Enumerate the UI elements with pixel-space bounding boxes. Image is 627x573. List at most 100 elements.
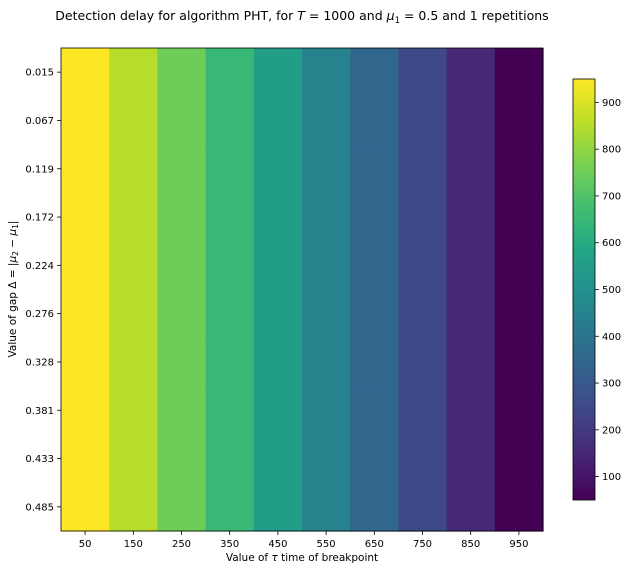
colorbar-tick-label: 800 <box>602 145 621 156</box>
y-tick-label: 0.067 <box>25 116 54 127</box>
heatmap-cell <box>302 386 351 435</box>
heatmap-cell <box>302 482 351 532</box>
colorbar-tick-label: 400 <box>602 332 621 343</box>
heatmap-cell <box>494 482 544 532</box>
heatmap-cell <box>350 386 399 435</box>
heatmap-cell <box>109 192 158 242</box>
heatmap-cell <box>398 144 448 194</box>
heatmap-cell <box>446 48 496 97</box>
heatmap-cell <box>446 434 496 484</box>
heatmap-cell <box>446 289 496 339</box>
y-tick-label: 0.015 <box>25 68 54 79</box>
heatmap-cell <box>446 482 496 532</box>
y-tick-label: 0.224 <box>25 261 54 272</box>
heatmap-cell <box>302 48 351 97</box>
x-axis-label: Value of τ time of breakpoint <box>226 552 378 564</box>
x-tick-label: 150 <box>124 539 143 550</box>
heatmap-cell <box>157 337 207 387</box>
heatmap-cell <box>446 241 496 291</box>
heatmap-cell <box>205 192 255 242</box>
heatmap-cell <box>494 192 544 242</box>
heatmap-cell <box>157 48 207 97</box>
x-axis-ticks: 50 150 250 350 450 550 650 750 850 950 <box>79 531 528 550</box>
heatmap-cell <box>253 386 303 435</box>
heatmap-cell <box>494 241 544 291</box>
heatmap-cell <box>205 241 255 291</box>
heatmap-cell <box>253 434 303 484</box>
heatmap-cell <box>398 434 448 484</box>
heatmap-cell <box>302 96 351 146</box>
heatmap-cell <box>205 289 255 339</box>
heatmap-cell <box>494 96 544 146</box>
colorbar-tick-label: 100 <box>602 472 621 483</box>
heatmap-cell <box>398 482 448 532</box>
y-axis-ticks: 0.015 0.067 0.119 0.172 0.224 0.276 0.328 0.381… <box>25 68 61 513</box>
heatmap-cell <box>157 96 207 146</box>
heatmap-cell <box>253 48 303 97</box>
plot-frame <box>60 47 544 532</box>
heatmap-cell <box>302 144 351 194</box>
heatmap-cell <box>157 192 207 242</box>
heatmap-cell <box>350 289 399 339</box>
y-tick-label: 0.433 <box>25 454 54 465</box>
heatmap-cell <box>157 482 207 532</box>
heatmap-cell <box>61 386 110 435</box>
heatmap-cell <box>494 144 544 194</box>
heatmap-cell <box>446 337 496 387</box>
heatmap-cell <box>253 96 303 146</box>
heatmap-cell <box>398 386 448 435</box>
heatmap-cell <box>350 241 399 291</box>
heatmap-cell <box>494 48 544 97</box>
colorbar-tick-label: 300 <box>602 379 621 390</box>
heatmap-cell <box>157 289 207 339</box>
heatmap-cell <box>398 289 448 339</box>
chart-title: Detection delay for algorithm PHT, for T… <box>55 8 548 26</box>
heatmap-cell <box>398 241 448 291</box>
heatmap-cell <box>61 337 110 387</box>
heatmap-cell <box>109 289 158 339</box>
heatmap-cell <box>350 337 399 387</box>
heatmap-cell <box>109 434 158 484</box>
heatmap-cell <box>494 386 544 435</box>
heatmap-cell <box>302 289 351 339</box>
heatmap-cell <box>205 337 255 387</box>
heatmap-cell <box>446 144 496 194</box>
x-tick-label: 350 <box>220 539 239 550</box>
heatmap-cells <box>61 48 544 532</box>
heatmap-cell <box>253 192 303 242</box>
colorbar-ticks: 100 200 300 400 500 600 700 800 900 <box>595 98 621 483</box>
heatmap-cell <box>61 482 110 532</box>
heatmap-cell <box>61 434 110 484</box>
heatmap-cell <box>109 241 158 291</box>
heatmap-cell <box>205 482 255 532</box>
heatmap-cell <box>253 337 303 387</box>
colorbar-tick-label: 200 <box>602 425 621 436</box>
heatmap-cell <box>205 96 255 146</box>
y-tick-label: 0.172 <box>25 213 54 224</box>
colorbar-tick-label: 700 <box>602 191 621 202</box>
heatmap-cell <box>109 482 158 532</box>
heatmap-cell <box>350 482 399 532</box>
heatmap-cell <box>205 48 255 97</box>
heatmap-cell <box>494 434 544 484</box>
heatmap-cell <box>302 192 351 242</box>
y-tick-label: 0.485 <box>25 502 54 513</box>
y-axis-label: Value of gap Δ = |μ2 − μ1| <box>7 221 20 358</box>
heatmap-cell <box>398 337 448 387</box>
colorbar-tick-label: 900 <box>602 98 621 109</box>
heatmap-cell <box>205 144 255 194</box>
heatmap-cell <box>109 337 158 387</box>
heatmap-cell <box>398 96 448 146</box>
heatmap-cell <box>109 96 158 146</box>
heatmap-cell <box>61 144 110 194</box>
x-tick-label: 950 <box>509 539 528 550</box>
heatmap-cell <box>302 241 351 291</box>
heatmap-cell <box>350 48 399 97</box>
y-tick-label: 0.328 <box>25 357 54 368</box>
colorbar-tick-label: 600 <box>602 238 621 249</box>
colorbar <box>572 78 596 501</box>
heatmap-cell <box>350 192 399 242</box>
y-tick-label: 0.119 <box>25 164 54 175</box>
colorbar-tick-label: 500 <box>602 285 621 296</box>
